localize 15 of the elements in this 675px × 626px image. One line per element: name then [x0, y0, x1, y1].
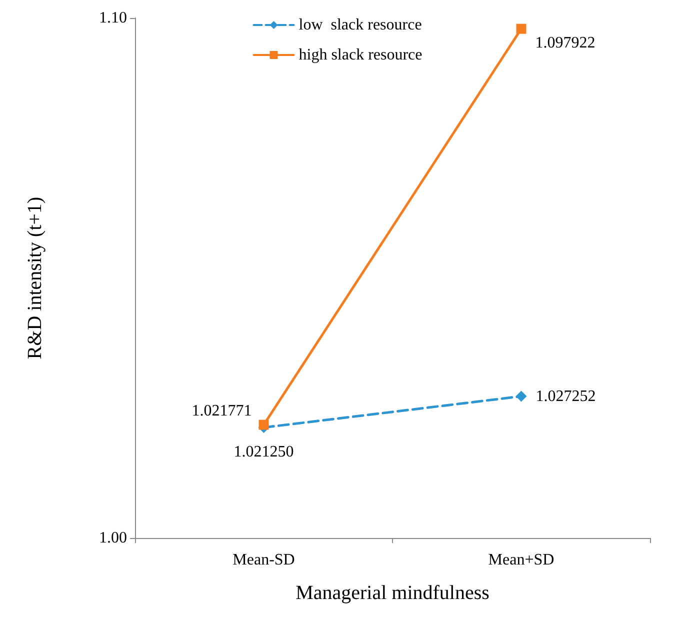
point: [516, 24, 526, 34]
x-tick-label: Mean+SD: [488, 552, 554, 568]
data-label: 1.027252: [536, 388, 596, 405]
x-axis-title: Managerial mindfulness: [296, 582, 490, 604]
y-axis-title: R&D intensity (t+1): [24, 196, 46, 360]
data-label: 1.021250: [234, 444, 294, 460]
data-label: 1.097922: [535, 34, 596, 52]
y-tick-label: 1.10: [99, 10, 127, 26]
point: [516, 390, 527, 402]
legend-label: high slack resource: [298, 46, 422, 64]
point: [258, 420, 269, 430]
x-tick-label: Mean-SD: [232, 552, 295, 568]
data-label: 1.021771: [192, 402, 252, 420]
legend-label: low slack resource: [298, 16, 422, 34]
y-tick-label: 1.00: [99, 530, 127, 546]
